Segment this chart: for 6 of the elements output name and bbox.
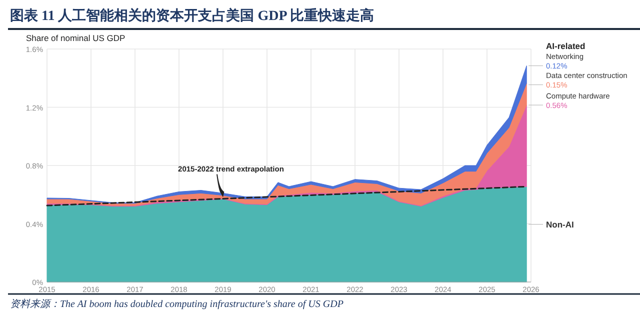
text: Non-AI (546, 219, 574, 230)
legend-title: AI-related (546, 41, 586, 51)
line-series (46, 186, 528, 206)
chart-title: 图表 11 人工智能相关的资本开支占美国 GDP 比重快速走高 (10, 7, 374, 24)
text: 资料来源：The AI boom has doubled computing infrastructure's share of US GDP (10, 298, 344, 310)
y-axis-title: Share of nominal US GDP (26, 33, 126, 43)
